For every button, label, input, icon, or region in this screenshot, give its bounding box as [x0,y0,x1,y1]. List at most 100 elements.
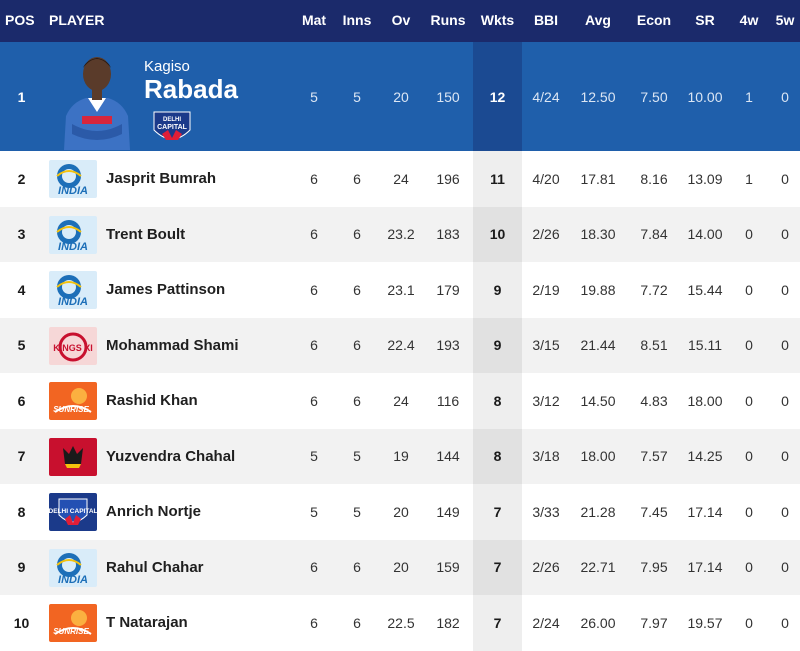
player-name-link[interactable]: Mohammad Shami [106,336,239,354]
table-row[interactable]: 4 INDIA James Pattinson 6 6 23.1 179 9 2/19 19.88… [0,262,800,318]
runs-cell: 182 [436,614,460,631]
wkts-column-highlight [473,373,522,429]
bbi-cell: 3/15 [532,337,560,354]
column-header-mat[interactable]: Mat [301,12,327,28]
player-name-link[interactable]: Rahul Chahar [106,558,204,576]
mumbai-indians-logo: INDIA [49,160,97,198]
inns-cell: 6 [353,614,361,631]
wkts-column-highlight [473,428,522,484]
player-name-link[interactable]: Jasprit Bumrah [106,170,217,188]
ov-cell: 22.5 [387,614,415,631]
player-last-name[interactable]: Rabada [144,74,238,104]
column-header-econ[interactable]: Econ [636,12,672,28]
player-name-link[interactable]: James Pattinson [106,281,226,299]
sr-cell: 18.00 [687,392,723,409]
ov-cell: 24 [393,392,409,409]
econ-cell: 7.72 [640,281,668,298]
w4-cell: 0 [745,503,753,520]
table-row[interactable]: 3 INDIA Trent Boult 6 6 23.2 183 10 2/26 18.30 7.8… [0,206,800,262]
table-row[interactable]: 7 Yuzvendra Chahal 5 5 19 144 8 3/18 18.00 7.57 14… [0,428,800,484]
w4-cell: 0 [745,559,753,576]
bbi-cell: 2/19 [532,281,560,298]
inns-cell: 5 [353,88,361,105]
bbi-cell: 3/18 [532,448,560,465]
dc-logo-text-top: DELHI [163,117,181,123]
wkts-column-highlight [473,206,522,262]
column-header-avg[interactable]: Avg [585,12,611,28]
wkts-column-highlight [473,262,522,318]
bbi-cell: 2/26 [532,559,560,576]
wkts-cell: 7 [493,559,502,576]
column-header-runs[interactable]: Runs [430,12,466,28]
inns-cell: 6 [353,559,361,576]
royal-challengers-bangalore-logo [49,437,97,476]
wkts-cell: 7 [493,614,502,631]
avg-cell: 18.00 [580,448,616,465]
wkts-column-highlight [473,151,522,207]
column-header-inns[interactable]: Inns [342,12,372,28]
mumbai-indians-logo: INDIA [49,548,97,587]
sr-cell: 15.44 [687,281,723,298]
avg-cell: 22.71 [580,559,616,576]
table-row[interactable]: 2 INDIA Jasprit Bumrah 6 6 24 196 11 4/20 17.81 8.… [0,151,800,207]
pos-cell: 3 [17,226,26,243]
w5-cell: 0 [781,337,789,354]
player-first-name: Kagiso [144,58,190,75]
player-name-link[interactable]: Yuzvendra Chahal [106,447,236,465]
runs-cell: 159 [436,559,460,576]
player-name-link[interactable]: Rashid Khan [106,392,198,410]
mat-cell: 5 [310,88,318,105]
mi-logo-text: INDIA [58,241,88,253]
avg-cell: 19.88 [580,281,616,298]
column-header-ov[interactable]: Ov [391,12,411,28]
sr-cell: 14.00 [687,226,723,243]
w4-cell: 1 [745,170,753,187]
table-row[interactable]: 9 INDIA Rahul Chahar 6 6 20 159 7 2/26 22.71 7.95 1… [0,539,800,595]
avg-cell: 14.50 [580,392,616,409]
wkts-cell: 11 [490,170,505,187]
column-header-sr[interactable]: SR [695,12,715,28]
sr-cell: 14.25 [687,448,723,465]
wkts-cell: 12 [489,88,506,105]
column-header-bbi[interactable]: BBI [533,12,559,28]
w5-cell: 0 [781,392,789,409]
mi-logo-text: INDIA [58,296,88,308]
player-photo [64,57,130,150]
mumbai-indians-logo: INDIA [49,271,97,309]
avg-cell: 26.00 [580,614,616,631]
mat-cell: 5 [310,448,318,465]
wkts-cell: 8 [493,448,502,465]
table-header: POS PLAYER Mat Inns Ov Runs Wkts BBI Avg Econ SR 4w… [0,0,800,42]
player-name-link[interactable]: T Natarajan [106,614,188,632]
bbi-cell: 2/26 [532,226,560,243]
inns-cell: 5 [353,448,361,465]
column-header-wkts[interactable]: Wkts [480,12,515,28]
wkts-cell: 9 [493,337,502,354]
table-row[interactable]: 10 SUNRISE T Natarajan 6 6 22.5 182 7 2/24 26.00 7… [0,595,800,651]
column-header-pos[interactable]: POS [5,12,35,28]
table-row[interactable]: 6 SUNRISE Rashid Khan 6 6 24 116 8 3/12 14.50 4.83… [0,373,800,429]
mumbai-indians-logo: INDIA [49,215,97,254]
player-name-link[interactable]: Anrich Nortje [106,503,202,521]
w4-cell: 0 [745,281,753,298]
column-header-5w[interactable]: 5w [775,12,795,28]
dc-logo-text-bottom: CAPITAL [157,124,188,131]
table-row[interactable]: 8 DELHI CAPITAL Anrich Nortje 5 5 20 149 7 3/33 2… [0,484,800,540]
runs-cell: 116 [436,392,460,409]
avg-cell: 21.44 [580,337,616,354]
w4-cell: 1 [745,88,753,105]
table-row[interactable]: 5 KINGS XI Mohammad Shami 6 6 22.4 193 9 3/15 21.… [0,317,800,373]
column-header-player[interactable]: PLAYER [49,12,105,28]
w5-cell: 0 [781,559,789,576]
srh-logo-text: SUNRISE [53,627,89,636]
player-name-link[interactable]: Trent Boult [106,225,186,243]
column-header-4w[interactable]: 4w [739,12,759,28]
w4-cell: 0 [745,337,753,354]
w5-cell: 0 [781,226,789,243]
runs-cell: 149 [436,503,460,520]
table-row-leader[interactable]: 1 Kagiso Rabada DELHI CAPITAL 5 5 20 150… [0,42,800,151]
w4-cell: 0 [745,392,753,409]
ov-cell: 24 [393,170,409,187]
runs-cell: 144 [436,448,460,465]
